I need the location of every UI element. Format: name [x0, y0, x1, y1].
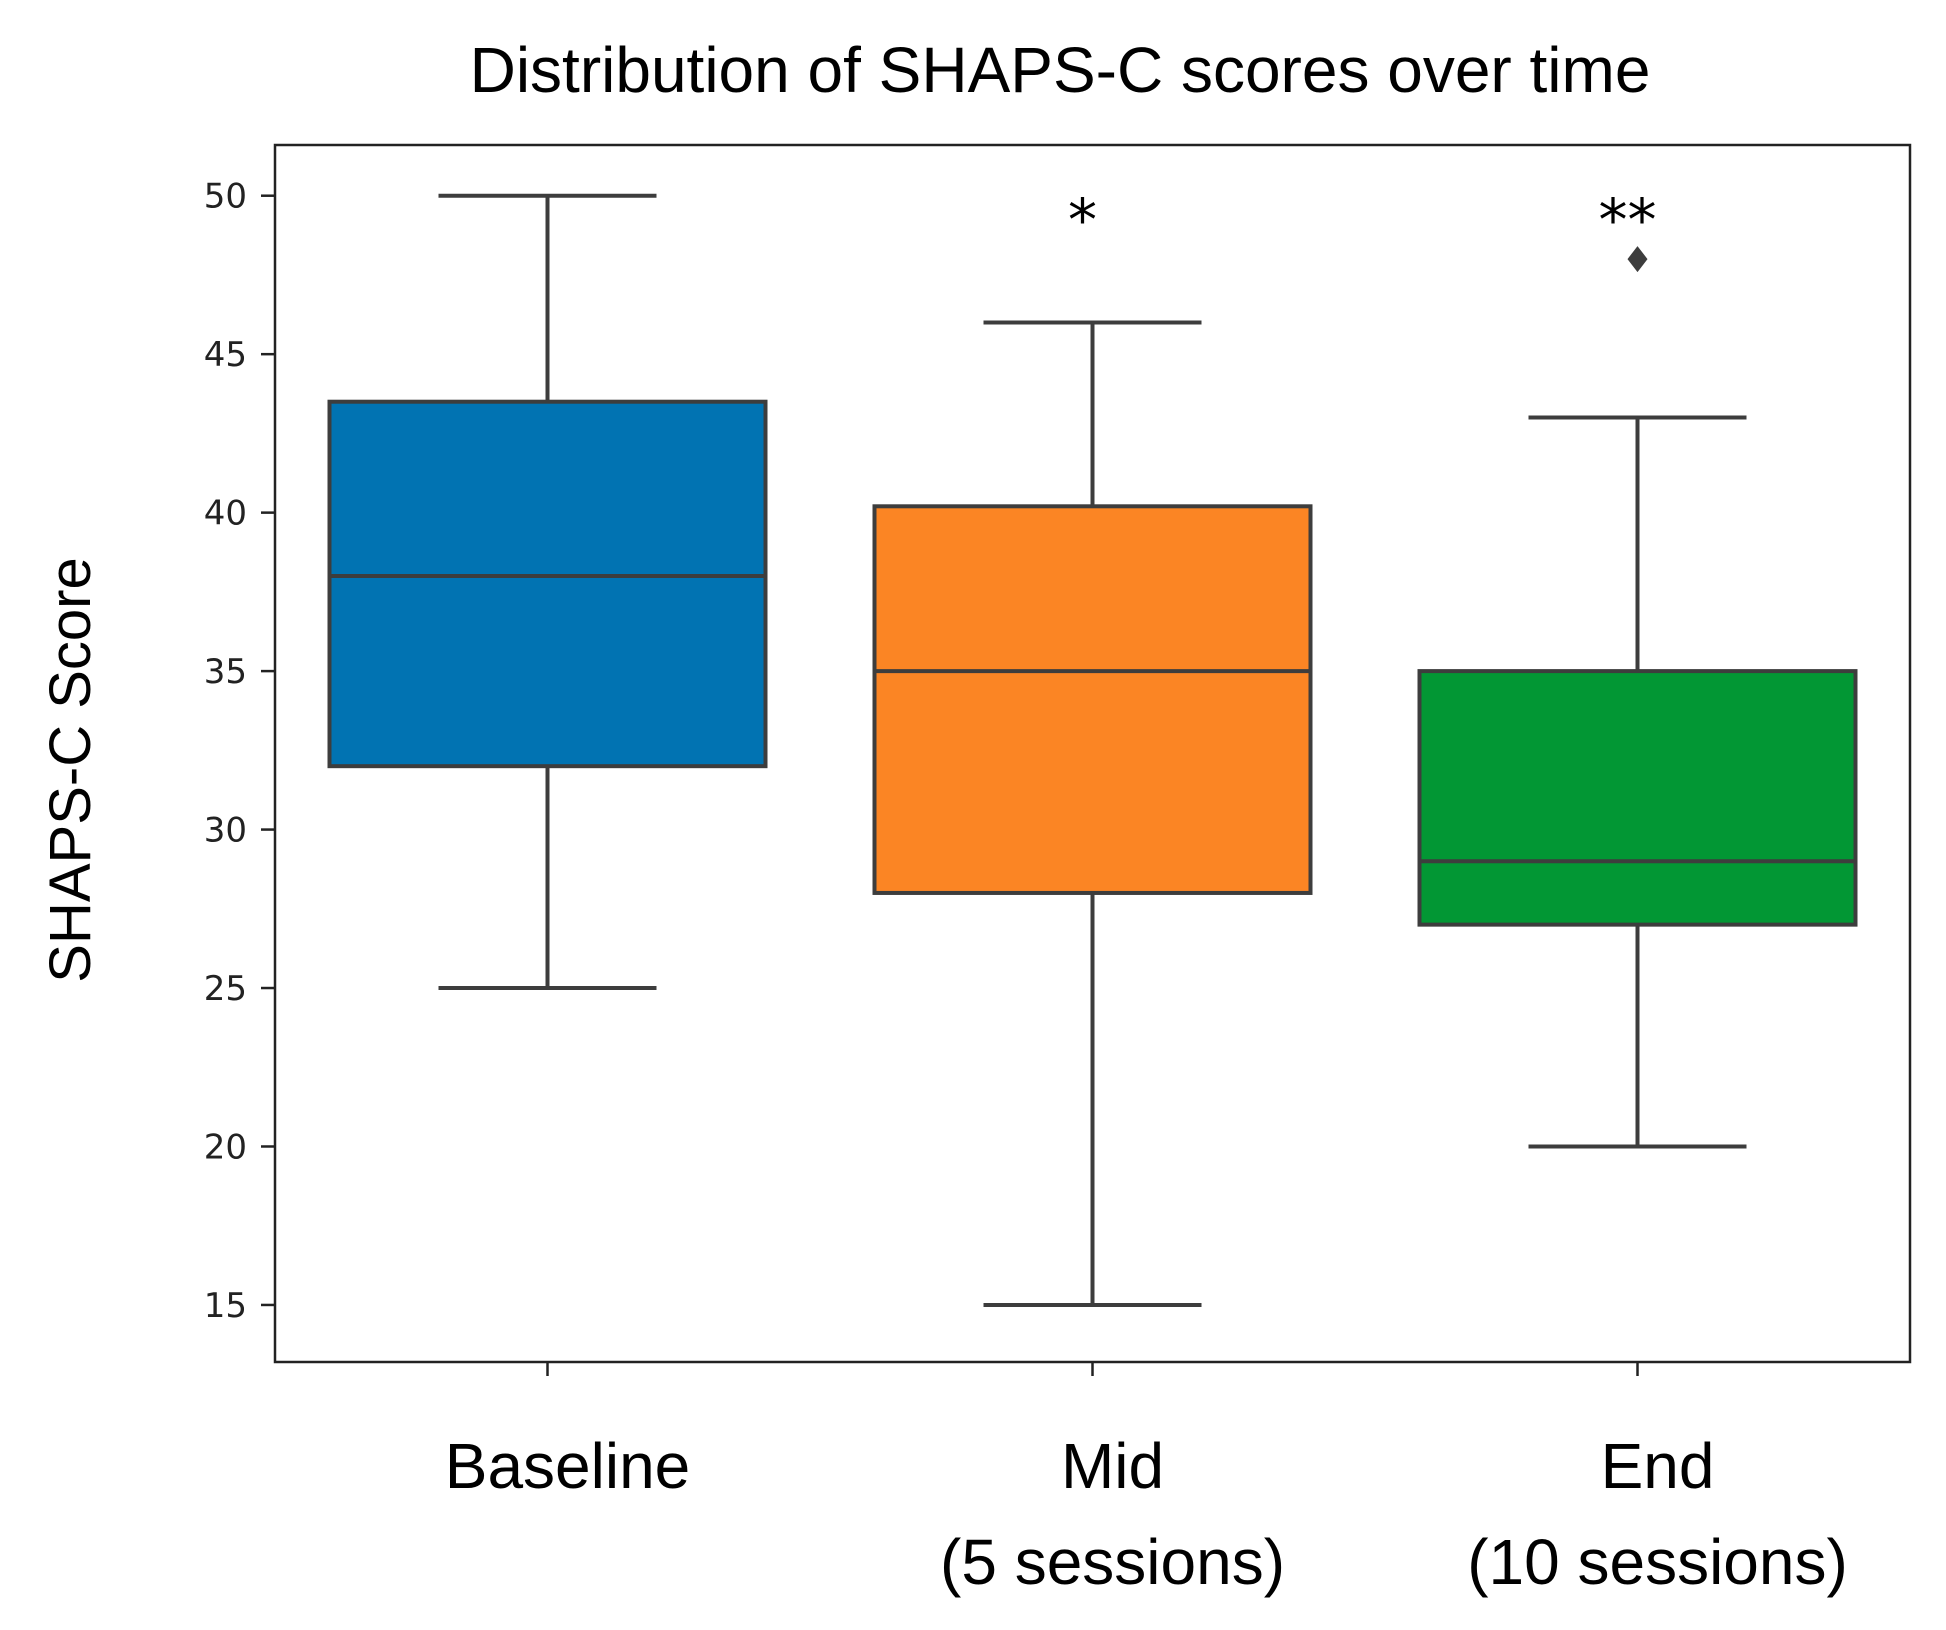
y-tick-label: 35 — [204, 652, 247, 692]
y-axis-label: SHAPS-C Score — [38, 557, 103, 982]
y-tick-label: 25 — [204, 969, 247, 1009]
chart-title: Distribution of SHAPS-C scores over time — [470, 34, 1651, 106]
y-tick-label: 40 — [204, 494, 247, 534]
outlier-marker — [1627, 246, 1648, 273]
x-tick-label: End — [1601, 1430, 1715, 1502]
x-tick-label: (5 sessions) — [940, 1526, 1285, 1598]
x-tick-label: (10 sessions) — [1467, 1526, 1848, 1598]
plot-area: 15 20 25 30 35 40 45 50 Baseline * Mid (5 sessions)… — [204, 143, 1912, 1598]
x-tick-label: Baseline — [445, 1430, 691, 1502]
significance-annotation: ** — [1599, 186, 1657, 254]
y-tick-label: 50 — [204, 177, 247, 217]
y-tick-label: 15 — [204, 1286, 247, 1326]
y-tick-label: 20 — [204, 1127, 247, 1167]
box-iqr — [1417, 669, 1858, 927]
box-iqr — [872, 504, 1313, 895]
box-iqr — [327, 399, 768, 769]
y-tick-label: 30 — [204, 811, 247, 851]
y-tick-label: 45 — [204, 335, 247, 375]
significance-annotation: * — [1068, 186, 1097, 254]
x-tick-label: Mid — [1061, 1430, 1164, 1502]
